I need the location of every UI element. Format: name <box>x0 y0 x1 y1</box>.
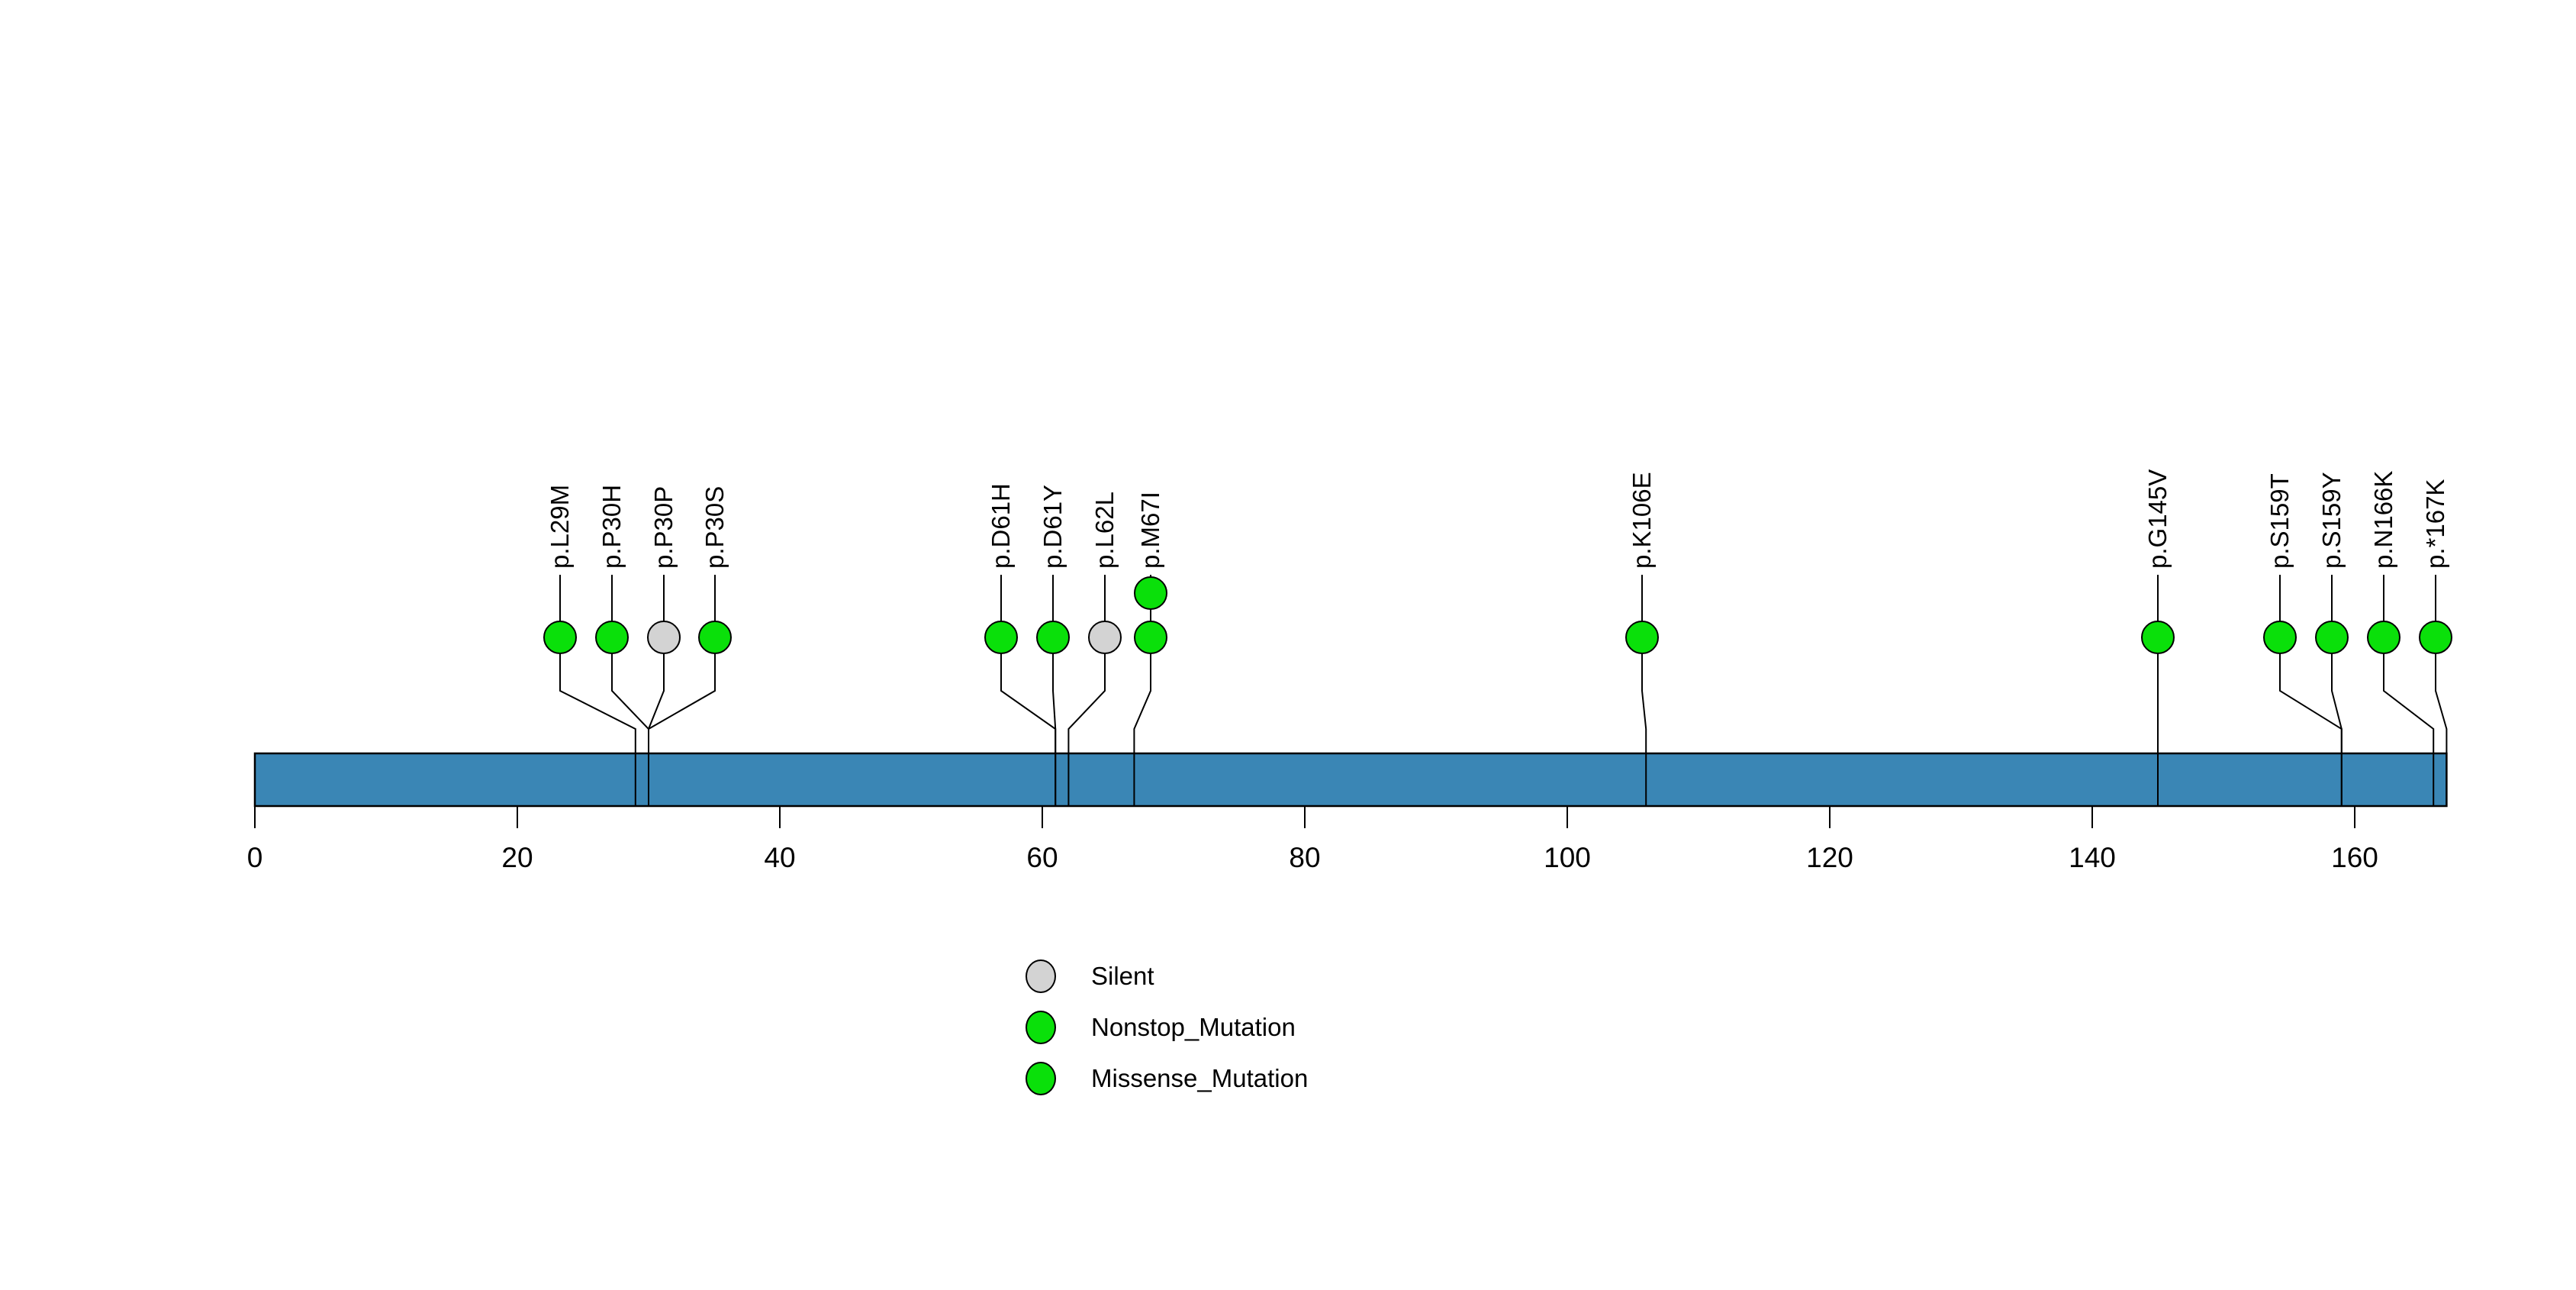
mutation-circle <box>2367 621 2401 654</box>
legend-label: Missense_Mutation <box>1091 1063 1309 1092</box>
legend-label: Silent <box>1091 961 1154 990</box>
mutation-circle <box>2141 621 2175 654</box>
mutation-circle <box>1036 621 1070 654</box>
mutation-circle <box>647 621 681 654</box>
mutation-circle <box>2263 621 2297 654</box>
mutation-circle <box>1134 576 1167 610</box>
mutation-label: p.P30H <box>597 485 626 569</box>
mutation-label: p.*167K <box>2421 479 2449 569</box>
x-axis-tick-label: 20 <box>501 842 533 873</box>
x-axis-tick-label: 140 <box>2069 842 2116 873</box>
mutation-circle <box>543 621 577 654</box>
mutation-circle <box>984 621 1018 654</box>
mutation-label: p.N166K <box>2369 471 2397 569</box>
x-axis-tick-label: 80 <box>1289 842 1320 873</box>
x-axis-tick-label: 60 <box>1026 842 1058 873</box>
mutation-label: p.L62L <box>1090 492 1119 569</box>
mutation-label: p.P30P <box>649 486 678 569</box>
mutation-label: p.M67I <box>1136 492 1164 569</box>
legend-label: Nonstop_Mutation <box>1091 1012 1296 1041</box>
mutation-circle <box>1625 621 1659 654</box>
mutation-label: p.D61Y <box>1038 485 1067 569</box>
legend-item-missense: Missense_Mutation <box>1026 1061 1308 1095</box>
legend-item-silent: Silent <box>1026 959 1308 993</box>
missense-swatch-icon <box>1026 1061 1056 1095</box>
mutation-label: p.D61H <box>987 483 1015 569</box>
x-axis-tick-label: 100 <box>1544 842 1591 873</box>
x-axis-tick-label: 120 <box>1806 842 1853 873</box>
mutation-circle <box>1088 621 1122 654</box>
legend-item-nonstop: Nonstop_Mutation <box>1026 1010 1308 1044</box>
mutation-label: p.P30S <box>700 486 729 569</box>
legend: Silent Nonstop_Mutation Missense_Mutatio… <box>1026 959 1308 1112</box>
x-axis-tick-label: 160 <box>2331 842 2378 873</box>
mutation-circle <box>2315 621 2349 654</box>
mutation-label: p.K106E <box>1628 472 1656 569</box>
silent-swatch-icon <box>1026 959 1056 993</box>
mutation-label: p.S159Y <box>2317 472 2346 569</box>
mutation-circle <box>2419 621 2452 654</box>
protein-bar <box>253 752 2448 808</box>
mutation-label: p.G145V <box>2143 469 2172 569</box>
x-axis-tick-label: 40 <box>764 842 795 873</box>
mutation-label: p.S159T <box>2265 473 2294 569</box>
mutation-circle <box>698 621 732 654</box>
nonstop-swatch-icon <box>1026 1010 1056 1044</box>
mutation-circle <box>595 621 629 654</box>
x-axis-tick-label: 0 <box>247 842 263 873</box>
mutation-circle <box>1134 621 1167 654</box>
mutation-label: p.L29M <box>546 485 574 569</box>
